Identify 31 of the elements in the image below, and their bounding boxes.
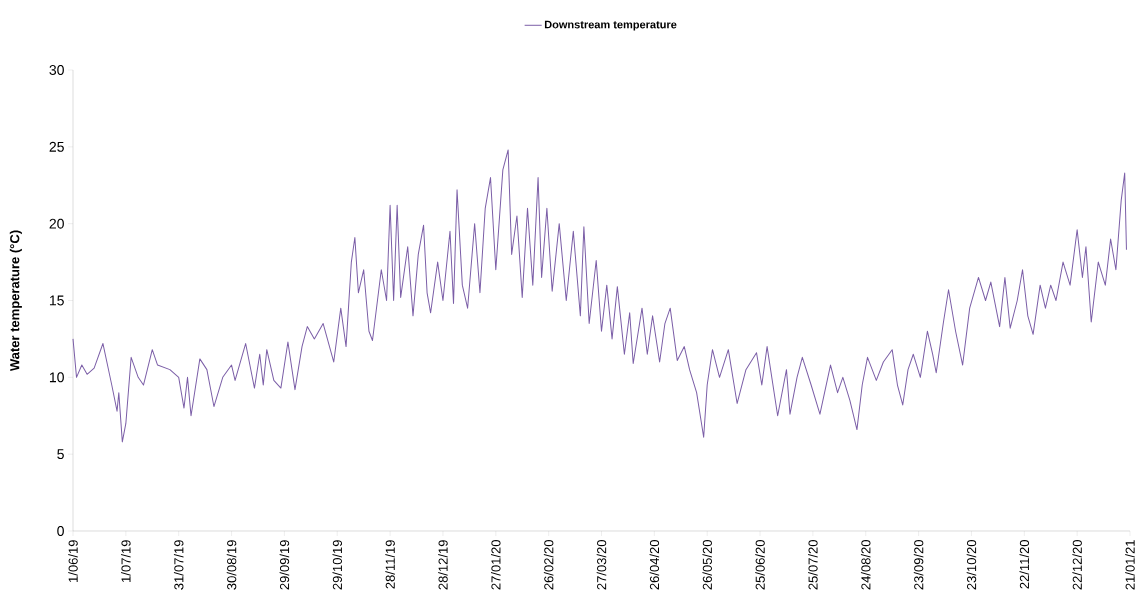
x-tick-label: 27/01/20 xyxy=(491,540,501,590)
y-tick-label: 30 xyxy=(49,65,64,75)
x-tick-label: 29/09/19 xyxy=(279,540,290,590)
x-tick-label: 22/11/20 xyxy=(1019,540,1030,589)
x-tick-label: 22/12/20 xyxy=(1072,540,1082,590)
x-tick-label: 27/03/20 xyxy=(596,540,607,590)
y-tick-label: 25 xyxy=(49,141,64,152)
x-tick-label: 28/11/19 xyxy=(385,540,395,589)
x-tick-label: 25/07/20 xyxy=(808,540,818,590)
x-tick-label: 29/10/19 xyxy=(332,540,343,590)
x-tick-label: 24/08/20 xyxy=(860,540,871,590)
x-tick-label: 1/07/19 xyxy=(121,540,131,582)
y-axis-title: Water temperature (°C) xyxy=(9,230,22,372)
x-tick-label: 26/04/20 xyxy=(649,540,660,590)
x-tick-label: 30/08/19 xyxy=(226,540,237,590)
x-tick-label: 26/05/20 xyxy=(702,540,712,590)
y-tick-label: 10 xyxy=(49,372,64,383)
x-tick-label: 25/06/20 xyxy=(755,540,765,590)
y-tick-label: 20 xyxy=(49,218,64,229)
x-tick-label: 1/06/19 xyxy=(68,540,78,582)
x-tick-label: 31/07/19 xyxy=(173,540,184,590)
y-tick-label: 15 xyxy=(49,295,64,306)
x-tick-label: 28/12/19 xyxy=(438,540,448,590)
x-tick-label: 23/10/20 xyxy=(966,540,977,590)
y-tick-label: 5 xyxy=(57,449,64,460)
x-tick-label: 21/01/21 xyxy=(1125,540,1135,590)
legend-label: Downstream temperature xyxy=(544,20,677,31)
x-tick-label: 23/09/20 xyxy=(913,540,924,590)
x-tick-label: 26/02/20 xyxy=(543,540,554,590)
line-series xyxy=(72,149,1127,443)
y-tick-label: 0 xyxy=(57,526,64,536)
